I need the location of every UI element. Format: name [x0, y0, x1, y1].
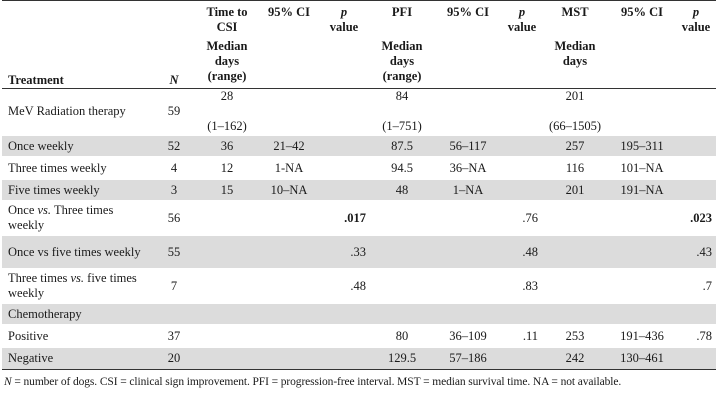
- col-header-time-to-csi: Time to CSI: [206, 5, 248, 34]
- col-header-mst-ci: 95% CI: [620, 5, 664, 19]
- table-row: Once vs. Three times weekly 56 .017 .76 …: [2, 201, 716, 236]
- col-header-pfi: PFI: [391, 5, 413, 19]
- col-subheader-csi-median: Median days (range): [206, 39, 248, 83]
- table-row: Five times weekly 3 15 10–NA 48 1–NA 201…: [2, 179, 716, 202]
- header-row-1: Treatment N Time to CSI 95% CI p value PF…: [2, 0, 716, 87]
- table-row: Chemotherapy: [2, 303, 716, 326]
- row-csi: 28 (1–162): [194, 88, 260, 136]
- table-row: Negative 20 129.5 57–186 242 130–461: [2, 347, 716, 369]
- col-header-pfi-ci: 95% CI: [446, 5, 490, 19]
- table-row: Once weekly 52 36 21–42 87.5 56–117 257 …: [2, 135, 716, 158]
- col-header-treatment: Treatment: [8, 73, 64, 87]
- header-row-2: Median days (range) Median days (range) …: [2, 35, 716, 89]
- table-row: MeV Radiation therapy 59 28 (1–162) 84 (1–…: [2, 88, 716, 136]
- col-header-mst-p: p value: [681, 5, 711, 34]
- col-header-csi-ci: 95% CI: [267, 5, 311, 19]
- col-header-pfi-p: p value: [507, 5, 537, 34]
- row-n: 59: [154, 88, 194, 136]
- results-table: Treatment N Time to CSI 95% CI p value PF…: [2, 0, 716, 370]
- col-header-n: N: [169, 73, 179, 87]
- table-row: Three times weekly 4 12 1-NA 94.5 36–NA …: [2, 157, 716, 180]
- col-subheader-pfi-median: Median days (range): [381, 39, 423, 83]
- col-subheader-mst-median: Median days: [554, 39, 596, 68]
- table-footnote: N = number of dogs. CSI = clinical sign …: [4, 375, 622, 388]
- row-mst: 201 (66–1505): [542, 88, 608, 136]
- table-row: Three times vs. five times weekly 7 .48 …: [2, 269, 716, 304]
- col-header-mst: MST: [561, 5, 589, 19]
- row-pfi: 84 (1–751): [370, 88, 434, 136]
- table-row: Positive 37 80 36–109 .11 253 191–436 .7…: [2, 325, 716, 348]
- table-row: Once vs five times weekly 55 .33 .48 .43: [2, 235, 716, 270]
- col-header-csi-p: p value: [329, 5, 359, 34]
- row-treatment: MeV Radiation therapy: [2, 88, 154, 136]
